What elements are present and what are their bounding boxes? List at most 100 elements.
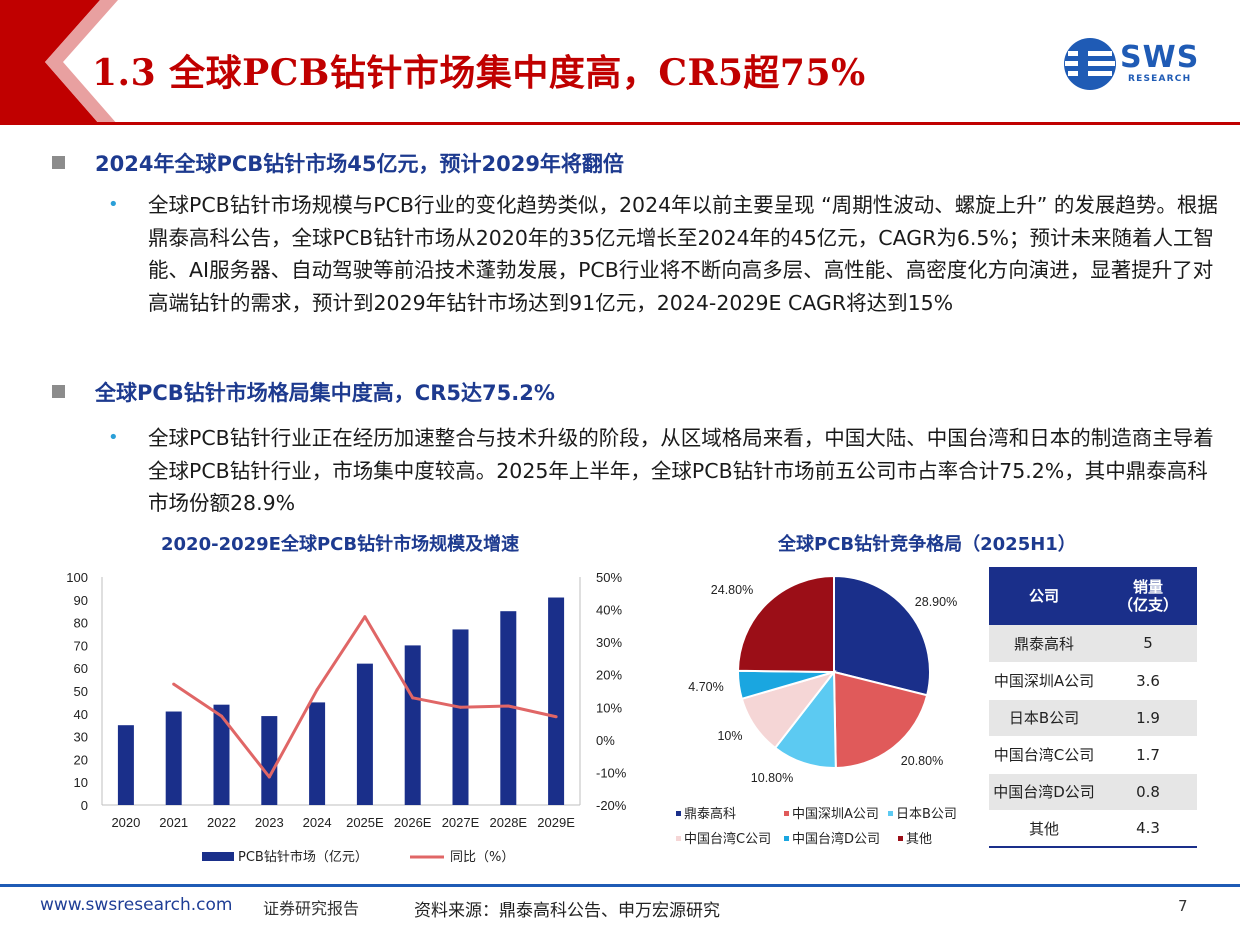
growth-point xyxy=(506,704,510,708)
y-tick-label: 0 xyxy=(81,798,88,813)
table-cell-sales: 5 xyxy=(1099,625,1197,663)
section-heading-2: 全球PCB钻针市场格局集中度高，CR5达75.2% xyxy=(52,377,555,407)
legend-swatch xyxy=(676,811,681,816)
y-tick-label: 10 xyxy=(74,775,88,790)
section-paragraph-1: • 全球PCB钻针市场规模与PCB行业的变化趋势类似，2024年以前主要呈现 “… xyxy=(108,189,1218,354)
growth-point xyxy=(411,696,415,700)
bar xyxy=(548,597,565,805)
competition-pie-chart: 28.90% 20.80% 10.80% 10% 4.70% 24.80% 鼎泰高科 中国深圳… xyxy=(676,574,957,847)
table-header-row: 公司 销量 （亿支） xyxy=(989,567,1197,625)
legend-swatch xyxy=(676,836,681,841)
table-row: 中国台湾D公司 0.8 xyxy=(989,773,1197,811)
table-cell-sales: 1.7 xyxy=(1099,736,1197,774)
y-tick-label: 20 xyxy=(74,752,88,767)
sales-table: 公司 销量 （亿支） 鼎泰高科 5 中国深圳A公司 3.6 日本B公司 1.9 中国台… xyxy=(989,567,1197,848)
bar xyxy=(404,645,421,805)
x-tick-label: 2028E xyxy=(490,815,528,830)
legend-label: 鼎泰高科 xyxy=(684,806,736,822)
pie-value-label: 20.80% xyxy=(901,754,943,768)
footer-website-link[interactable]: www.swsresearch.com xyxy=(40,895,233,915)
y2-tick-label: -20% xyxy=(596,798,627,813)
y2-tick-label: 30% xyxy=(596,635,622,650)
bar xyxy=(165,711,182,805)
pie-value-label: 24.80% xyxy=(711,583,753,597)
table-row: 日本B公司 1.9 xyxy=(989,699,1197,737)
bar xyxy=(309,702,326,805)
sws-logo: SWS RESEARCH xyxy=(1062,36,1222,96)
bar xyxy=(261,716,278,805)
table-cell-company: 其他 xyxy=(989,810,1099,848)
pie-chart-title: 全球PCB钻针竞争格局（2025H1） xyxy=(778,534,1076,555)
section-heading-2-text: 全球PCB钻针市场格局集中度高，CR5达75.2% xyxy=(95,381,555,405)
page-number: 7 xyxy=(1178,897,1188,915)
table-row: 鼎泰高科 5 xyxy=(989,625,1197,663)
pie-value-label: 10.80% xyxy=(751,771,793,785)
x-tick-label: 2029E xyxy=(537,815,575,830)
table-cell-sales: 1.9 xyxy=(1099,699,1197,737)
square-bullet-icon xyxy=(52,385,65,398)
y-tick-label: 30 xyxy=(74,730,88,745)
table-row: 中国台湾C公司 1.7 xyxy=(989,736,1197,774)
growth-point xyxy=(554,715,558,719)
footer-report-type: 证券研究报告 xyxy=(263,899,360,918)
table-cell-company: 中国台湾C公司 xyxy=(989,736,1099,774)
growth-point xyxy=(315,688,319,692)
table-cell-company: 日本B公司 xyxy=(989,699,1099,737)
globe-icon xyxy=(1064,38,1116,90)
pie-value-label: 10% xyxy=(717,729,742,743)
table-cell-company: 中国深圳A公司 xyxy=(989,662,1099,700)
y-tick-label: 90 xyxy=(74,593,88,608)
pie-slice xyxy=(736,574,835,674)
bar-chart-title: 2020-2029E全球PCB钻针市场规模及增速 xyxy=(161,534,520,555)
bar xyxy=(213,704,230,805)
market-size-chart: 0 10 20 30 40 50 60 70 80 90 100 -20% -10% 0% 10% 20% 30… xyxy=(66,570,627,865)
y2-tick-label: 50% xyxy=(596,570,622,585)
legend-label-line: 同比（%） xyxy=(450,850,514,865)
growth-point xyxy=(220,714,223,718)
section-paragraph-2: • 全球PCB钻针行业正在经历加速整合与技术升级的阶段，从区域格局来看，中国大陆… xyxy=(108,422,1214,522)
x-tick-label: 2027E xyxy=(442,815,480,830)
section-paragraph-2-text: 全球PCB钻针行业正在经历加速整合与技术升级的阶段，从区域格局来看，中国大陆、中… xyxy=(148,426,1214,515)
table-row: 其他 4.3 xyxy=(989,810,1197,848)
growth-point xyxy=(459,705,462,709)
bar xyxy=(500,611,517,805)
header-band: 1.3 全球PCB钻针市场集中度高，CR5超75% SWS RESEARCH xyxy=(0,0,1240,125)
y2-tick-label: 10% xyxy=(596,700,622,715)
growth-point xyxy=(172,682,176,686)
y-tick-label: 60 xyxy=(74,661,88,676)
y2-tick-label: -10% xyxy=(596,765,627,780)
table-cell-sales: 3.6 xyxy=(1099,662,1197,700)
y-tick-label: 70 xyxy=(74,638,88,653)
legend-label: 日本B公司 xyxy=(896,807,957,822)
bar xyxy=(356,663,373,805)
y2-tick-label: 0% xyxy=(596,733,615,748)
legend-swatch xyxy=(784,811,789,816)
x-tick-label: 2025E xyxy=(346,815,384,830)
square-bullet-icon xyxy=(52,156,65,169)
section-heading-1: 2024年全球PCB钻针市场45亿元，预计2029年将翻倍 xyxy=(52,148,624,178)
legend-swatch-bar xyxy=(202,852,234,861)
x-tick-label: 2024 xyxy=(303,815,332,830)
y2-tick-label: 40% xyxy=(596,603,622,618)
legend-swatch xyxy=(888,811,893,816)
y-tick-label: 80 xyxy=(74,616,88,631)
bullet-dot-icon: • xyxy=(108,427,119,448)
footer-divider xyxy=(0,884,1240,887)
section-paragraph-1-text: 全球PCB钻针市场规模与PCB行业的变化趋势类似，2024年以前主要呈现 “周期… xyxy=(148,193,1218,315)
x-tick-label: 2020 xyxy=(111,815,140,830)
legend-label: 中国深圳A公司 xyxy=(792,807,879,822)
x-tick-label: 2026E xyxy=(394,815,432,830)
table-header-company: 公司 xyxy=(989,567,1099,625)
bar xyxy=(117,725,134,805)
bar xyxy=(452,629,469,805)
pie-slice xyxy=(832,670,929,770)
x-tick-label: 2023 xyxy=(255,815,284,830)
table-cell-sales: 4.3 xyxy=(1099,810,1197,848)
legend-label: 中国台湾D公司 xyxy=(792,831,880,847)
legend-label-bar: PCB钻针市场（亿元） xyxy=(238,849,368,865)
pie-value-label: 28.90% xyxy=(915,595,957,609)
pie-value-label: 4.70% xyxy=(688,680,723,694)
footer-source: 资料来源：鼎泰高科公告、申万宏源研究 xyxy=(414,901,720,921)
growth-point xyxy=(363,615,367,619)
header-decoration xyxy=(0,0,1240,125)
